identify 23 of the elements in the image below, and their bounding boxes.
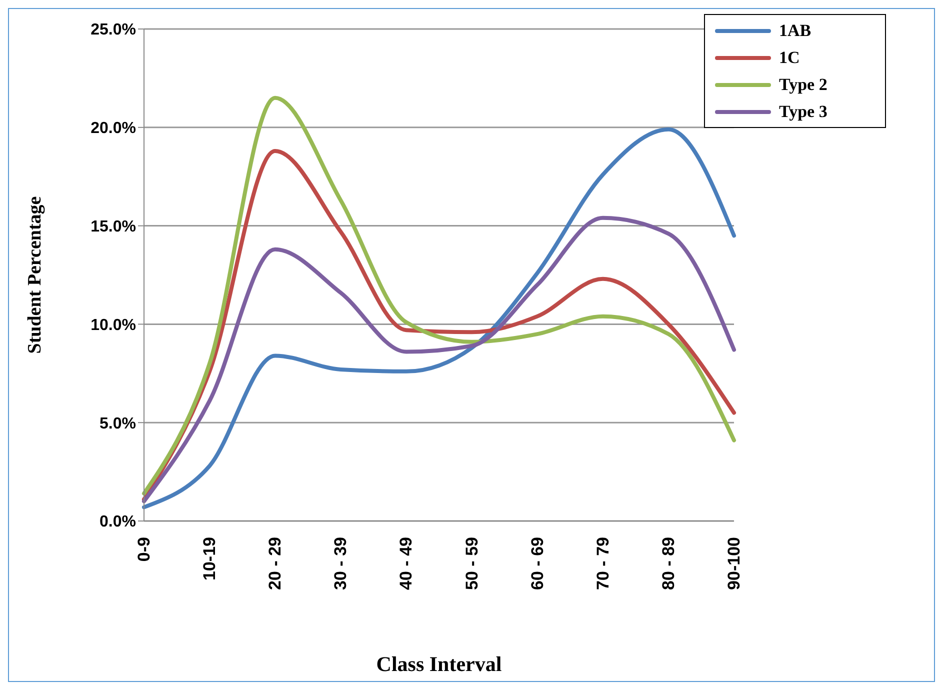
x-axis-title: Class Interval	[376, 652, 502, 676]
x-tick-label: 10-19	[200, 537, 220, 580]
x-tick-label: 0-9	[134, 537, 154, 562]
y-tick-label: 25.0%	[90, 22, 136, 39]
x-tick-label: 50 - 59	[462, 537, 482, 590]
line-series	[142, 216, 736, 504]
y-tick-label: 20.0%	[90, 120, 136, 138]
legend-label: Type 2	[779, 74, 828, 94]
legend-label: 1C	[779, 48, 800, 68]
legend-label: 1AB	[779, 20, 812, 40]
y-axis-title: Student Percentage	[24, 196, 46, 354]
x-tick-label: 60 - 69	[528, 537, 547, 590]
x-tick-label: 40 - 49	[396, 537, 416, 590]
y-tick-label: 0.0%	[100, 514, 136, 531]
x-tick-label: 20 - 29	[266, 537, 285, 590]
legend-label: Type 3	[779, 102, 828, 122]
y-tick-label: 5.0%	[100, 415, 136, 432]
x-tick-label: 30 - 39	[331, 537, 350, 590]
x-tick-label: 90-100	[724, 537, 744, 590]
x-tick-label: 70 - 79	[593, 537, 612, 590]
x-tick-label: 80 - 89	[658, 537, 678, 590]
y-tick-label: 15.0%	[90, 218, 136, 236]
y-tick-label: 10.0%	[90, 316, 136, 334]
